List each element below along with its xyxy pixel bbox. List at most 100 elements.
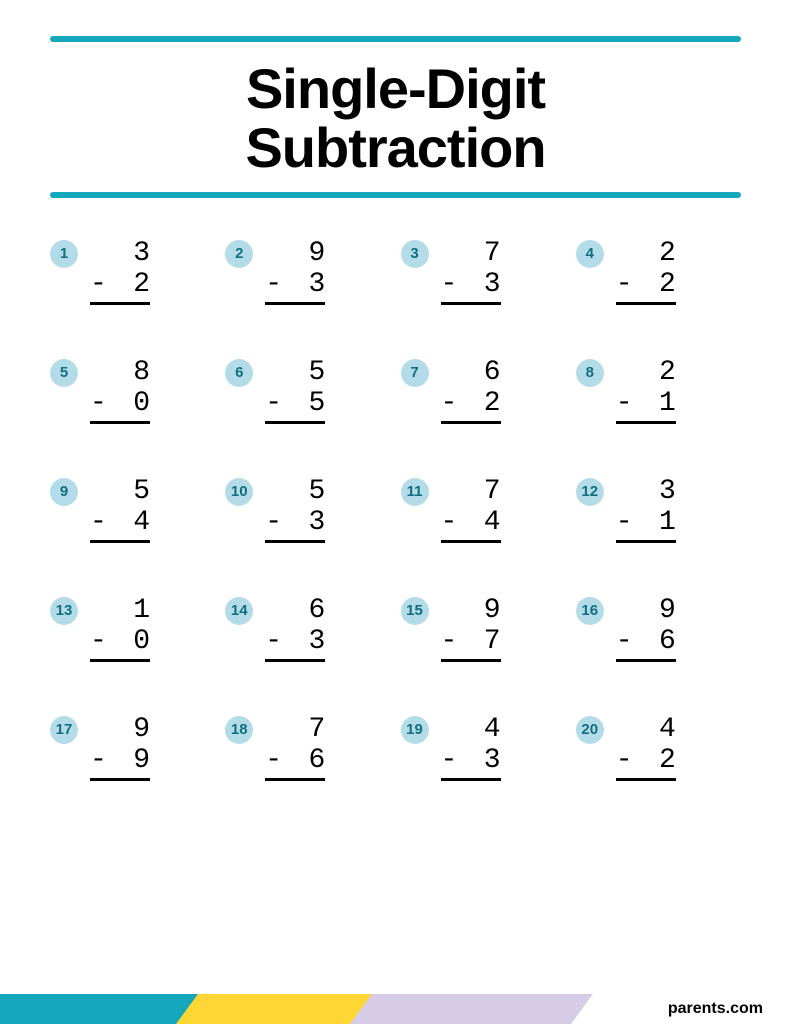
subtraction-expression: 2-2	[616, 238, 676, 305]
minus-sign: -	[616, 388, 633, 419]
brand-label: parents.com	[668, 1000, 763, 1018]
minus-sign: -	[90, 626, 107, 657]
minuend: 9	[265, 238, 325, 269]
subtrahend: 6	[659, 626, 676, 657]
minuend: 5	[265, 357, 325, 388]
minuend: 8	[90, 357, 150, 388]
subtrahend-row: -5	[265, 388, 325, 424]
minuend: 3	[90, 238, 150, 269]
problem-number-badge: 14	[225, 597, 253, 625]
title-line-2: Subtraction	[245, 116, 545, 179]
minus-sign: -	[90, 507, 107, 538]
subtraction-expression: 5-4	[90, 476, 150, 543]
minuend: 7	[441, 238, 501, 269]
subtrahend-row: -3	[441, 745, 501, 781]
minuend: 6	[441, 357, 501, 388]
minuend: 6	[265, 595, 325, 626]
problem-number-badge: 16	[576, 597, 604, 625]
subtraction-expression: 9-6	[616, 595, 676, 662]
minuend: 9	[90, 714, 150, 745]
minus-sign: -	[616, 745, 633, 776]
problem: 10 5-3	[225, 476, 390, 543]
worksheet-page: Single-Digit Subtraction 13-229-337-342-…	[0, 0, 791, 1024]
problem-number-badge: 5	[50, 359, 78, 387]
subtrahend: 1	[659, 388, 676, 419]
problem-number-badge: 15	[401, 597, 429, 625]
subtrahend: 0	[133, 626, 150, 657]
subtrahend-row: -6	[265, 745, 325, 781]
subtraction-expression: 4-2	[616, 714, 676, 781]
subtraction-expression: 9-3	[265, 238, 325, 305]
subtraction-expression: 4-3	[441, 714, 501, 781]
subtrahend-row: -0	[90, 626, 150, 662]
title-line-1: Single-Digit	[246, 57, 545, 120]
minus-sign: -	[441, 626, 458, 657]
minus-sign: -	[90, 745, 107, 776]
footer-segment	[198, 994, 372, 1024]
subtrahend-row: -9	[90, 745, 150, 781]
problem-number-badge: 18	[225, 716, 253, 744]
minus-sign: -	[441, 269, 458, 300]
problem: 159-7	[401, 595, 566, 662]
minuend: 2	[616, 238, 676, 269]
problem: 65-5	[225, 357, 390, 424]
minuend: 5	[90, 476, 150, 507]
subtrahend-row: -4	[90, 507, 150, 543]
minuend: 9	[616, 595, 676, 626]
footer-segment	[0, 994, 198, 1024]
problem-number-badge: 6	[225, 359, 253, 387]
problem: 18 7-6	[225, 714, 390, 781]
subtrahend: 2	[484, 388, 501, 419]
subtraction-expression: 7-6	[265, 714, 325, 781]
problem-number-badge: 10	[225, 478, 253, 506]
problem-number-badge: 4	[576, 240, 604, 268]
problem: 37-3	[401, 238, 566, 305]
minus-sign: -	[90, 388, 107, 419]
minus-sign: -	[90, 269, 107, 300]
problems-grid: 13-229-337-342-258-065-576-282-195-4105-…	[50, 238, 741, 781]
subtrahend-row: -4	[441, 507, 501, 543]
minuend: 3	[616, 476, 676, 507]
minus-sign: -	[441, 388, 458, 419]
bottom-rule	[50, 192, 741, 198]
minuend: 4	[616, 714, 676, 745]
subtraction-expression: 8-0	[90, 357, 150, 424]
problem-number-badge: 1	[50, 240, 78, 268]
subtraction-expression: 3-1	[616, 476, 676, 543]
problem-number-badge: 20	[576, 716, 604, 744]
minuend: 5	[265, 476, 325, 507]
subtrahend: 6	[308, 745, 325, 776]
subtrahend-row: -3	[441, 269, 501, 305]
problem: 76-2	[401, 357, 566, 424]
minus-sign: -	[616, 507, 633, 538]
subtraction-expression: 6-2	[441, 357, 501, 424]
subtrahend-row: -6	[616, 626, 676, 662]
minuend: 1	[90, 595, 150, 626]
subtrahend: 2	[659, 269, 676, 300]
page-title: Single-Digit Subtraction	[50, 42, 741, 192]
problem: 58-0	[50, 357, 215, 424]
problem-number-badge: 12	[576, 478, 604, 506]
subtrahend-row: -3	[265, 626, 325, 662]
subtraction-expression: 7-3	[441, 238, 501, 305]
subtrahend: 4	[133, 507, 150, 538]
subtrahend-row: -0	[90, 388, 150, 424]
problem-number-badge: 17	[50, 716, 78, 744]
problem: 29-3	[225, 238, 390, 305]
subtrahend: 0	[133, 388, 150, 419]
subtrahend: 4	[484, 507, 501, 538]
minuend: 4	[441, 714, 501, 745]
problem: 95-4	[50, 476, 215, 543]
minus-sign: -	[265, 388, 282, 419]
subtrahend-row: -2	[616, 745, 676, 781]
subtrahend: 3	[484, 745, 501, 776]
subtrahend: 7	[484, 626, 501, 657]
minus-sign: -	[441, 507, 458, 538]
subtraction-expression: 5-3	[265, 476, 325, 543]
problem: 82-1	[576, 357, 741, 424]
minuend: 7	[265, 714, 325, 745]
problem-number-badge: 11	[401, 478, 429, 506]
problem-number-badge: 13	[50, 597, 78, 625]
problem-number-badge: 8	[576, 359, 604, 387]
minus-sign: -	[265, 745, 282, 776]
